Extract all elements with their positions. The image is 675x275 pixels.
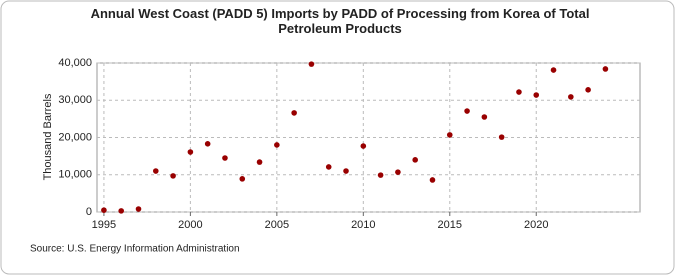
point: [101, 207, 107, 213]
y-tick-label: 30,000: [58, 94, 92, 106]
source: Source: U.S. Energy Information Administ…: [30, 244, 240, 255]
point: [429, 177, 436, 183]
point: [187, 149, 194, 155]
point: [152, 168, 159, 174]
point: [412, 157, 418, 163]
point: [377, 172, 384, 178]
x-tick-label: 2010: [351, 219, 375, 231]
point: [204, 141, 211, 147]
point: [274, 142, 280, 148]
y-axis-label: Thousand Barrels: [42, 93, 54, 180]
point: [481, 114, 488, 120]
x-tick-label: 1995: [92, 219, 116, 231]
point: [533, 92, 540, 98]
point: [170, 173, 176, 179]
point: [135, 206, 142, 212]
point: [239, 176, 246, 182]
point: [118, 208, 125, 214]
point: [516, 89, 522, 95]
point: [395, 169, 401, 175]
point: [602, 66, 609, 72]
point: [222, 155, 228, 161]
point: [360, 143, 367, 149]
point: [343, 168, 349, 174]
y-tick-label: 10,000: [58, 169, 92, 181]
point: [308, 61, 315, 67]
x-tick-label: 2000: [178, 219, 202, 231]
point: [585, 87, 591, 93]
point: [325, 164, 332, 170]
point: [464, 108, 470, 114]
point: [568, 94, 574, 100]
y-tick-label: 20,000: [58, 131, 92, 143]
point: [498, 134, 505, 140]
point: [291, 110, 297, 116]
x-tick-label: 2005: [265, 219, 289, 231]
point: [256, 159, 263, 165]
x-tick-label: 2015: [438, 219, 462, 231]
y-tick-label: 0: [86, 206, 92, 218]
plot: 0 10,000 20,000 30,000 40,000 1995 2000 2005 201…: [58, 57, 641, 231]
chart-title: Annual West Coast (PADD 5) Imports by PA…: [90, 6, 590, 36]
point: [446, 132, 453, 138]
x-tick-label: 2020: [524, 219, 548, 231]
point: [550, 67, 557, 73]
y-tick-label: 40,000: [58, 57, 92, 69]
